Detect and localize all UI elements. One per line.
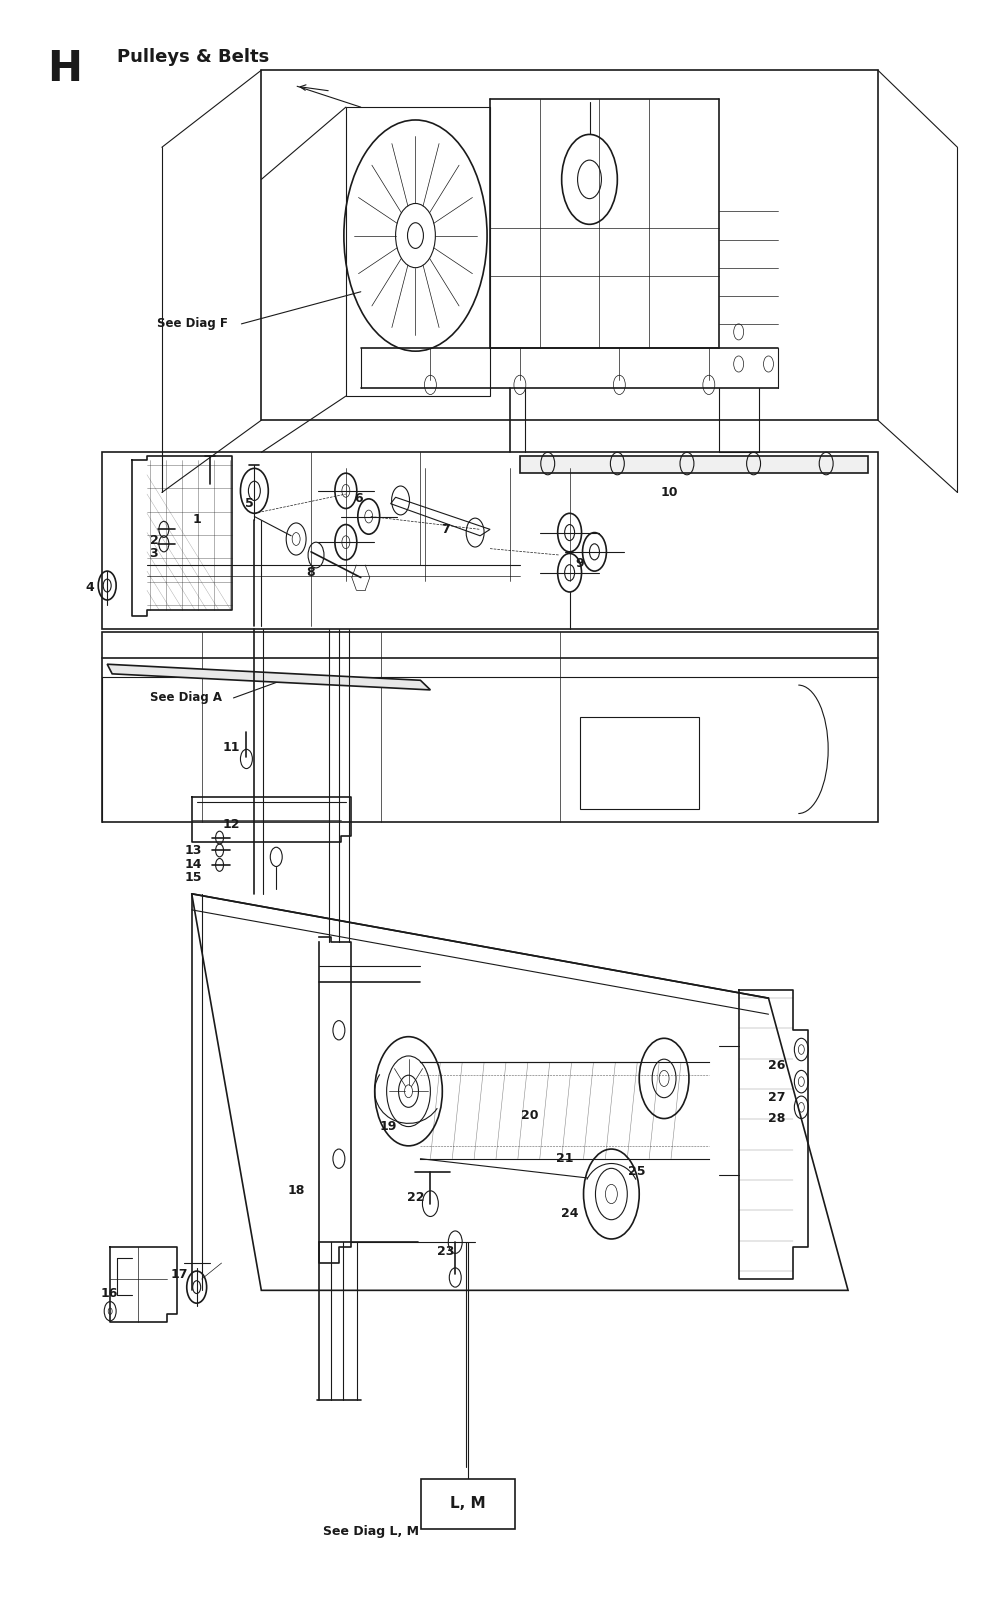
Text: 21: 21 — [556, 1152, 573, 1165]
Text: 20: 20 — [521, 1108, 539, 1121]
FancyBboxPatch shape — [421, 1479, 515, 1529]
Text: 18: 18 — [287, 1184, 305, 1197]
Text: 22: 22 — [407, 1191, 424, 1203]
Text: 17: 17 — [171, 1268, 189, 1281]
Text: 11: 11 — [223, 741, 240, 754]
Text: 1: 1 — [192, 514, 201, 527]
Text: 4: 4 — [86, 580, 95, 594]
Text: H: H — [48, 48, 83, 90]
Polygon shape — [520, 456, 868, 474]
Text: 16: 16 — [100, 1287, 118, 1300]
Text: Pulleys & Belts: Pulleys & Belts — [117, 48, 269, 66]
Text: 2: 2 — [150, 535, 158, 548]
Text: 28: 28 — [768, 1112, 785, 1124]
Text: 24: 24 — [561, 1207, 578, 1220]
Text: 19: 19 — [380, 1120, 397, 1133]
Text: L, M: L, M — [450, 1497, 486, 1511]
Text: 3: 3 — [150, 548, 158, 561]
Text: See Diag F: See Diag F — [157, 317, 228, 330]
Text: See Diag A: See Diag A — [150, 691, 222, 704]
Polygon shape — [107, 664, 430, 690]
Text: 15: 15 — [185, 872, 202, 884]
Text: See Diag L, M: See Diag L, M — [323, 1524, 419, 1537]
Text: 12: 12 — [223, 818, 240, 831]
Text: 27: 27 — [768, 1091, 785, 1104]
Text: 9: 9 — [575, 556, 584, 570]
Text: 5: 5 — [245, 498, 254, 511]
Text: 8: 8 — [307, 565, 315, 580]
Text: 10: 10 — [660, 487, 678, 499]
Text: 26: 26 — [768, 1058, 785, 1071]
Text: 14: 14 — [185, 859, 202, 872]
Text: 6: 6 — [354, 493, 363, 506]
Text: 7: 7 — [441, 524, 450, 536]
Text: 13: 13 — [185, 844, 202, 857]
Text: 23: 23 — [437, 1245, 454, 1258]
Text: 25: 25 — [628, 1165, 646, 1178]
